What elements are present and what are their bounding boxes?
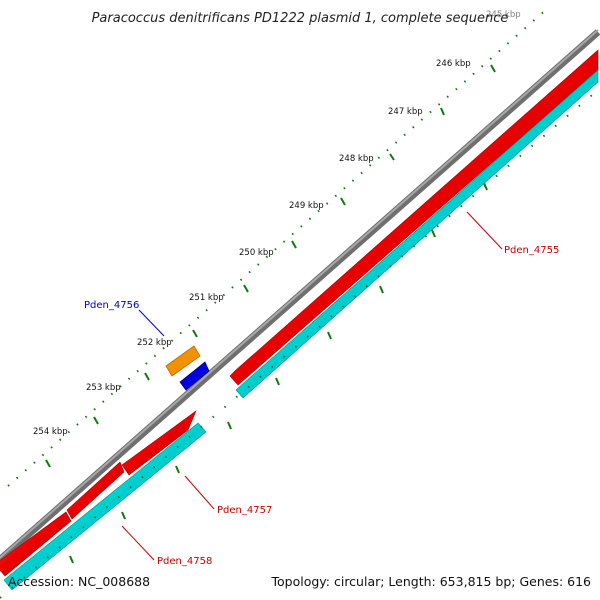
reverse-strand-cds [3,69,599,591]
kbp-label-249: 249 kbp [289,201,324,211]
cds-cyan-top[interactable] [235,69,599,399]
cds-red-segment-2[interactable] [66,461,125,520]
small-features [165,345,210,391]
label-pden-4757[interactable]: Pden_4757 [217,505,272,516]
forward-strand-cds [0,49,599,577]
label-pden-4758[interactable]: Pden_4758 [157,556,212,567]
cds-pden-4756[interactable] [179,361,210,391]
inner-tick-ring [0,89,599,599]
major-ticks [45,64,496,468]
cds-pden-4758[interactable] [3,422,207,591]
kbp-label-251: 251 kbp [189,293,224,303]
gene-labels: Pden_4755 Pden_4756 Pden_4757 Pden_4758 [84,245,559,567]
leader-lines [121,211,503,561]
kbp-labels: 245 kbp 246 kbp 247 kbp 248 kbp 249 kbp … [33,10,521,437]
backbone-circle [0,29,600,565]
kbp-label-248: 248 kbp [339,154,374,164]
cds-pden-4755[interactable] [229,49,599,386]
label-pden-4755[interactable]: Pden_4755 [504,245,559,256]
stats-text: Topology: circular; Length: 653,815 bp; … [271,574,592,589]
kbp-label-245: 245 kbp [486,10,521,20]
kbp-label-247: 247 kbp [388,107,423,117]
kbp-label-246: 246 kbp [436,59,471,69]
orange-feature[interactable] [165,345,201,377]
cds-red-segment-3[interactable] [0,511,72,577]
kbp-label-254: 254 kbp [33,427,68,437]
page-title: Paracoccus denitrificans PD1222 plasmid … [92,11,509,26]
accession-text: Accession: NC_008688 [8,574,150,589]
kbp-label-250: 250 kbp [239,248,274,258]
kbp-label-252: 252 kbp [137,338,172,348]
outer-tick-ring [7,7,549,487]
kbp-label-253: 253 kbp [86,383,121,393]
label-pden-4756[interactable]: Pden_4756 [84,300,139,311]
cds-pden-4757[interactable] [121,410,197,476]
